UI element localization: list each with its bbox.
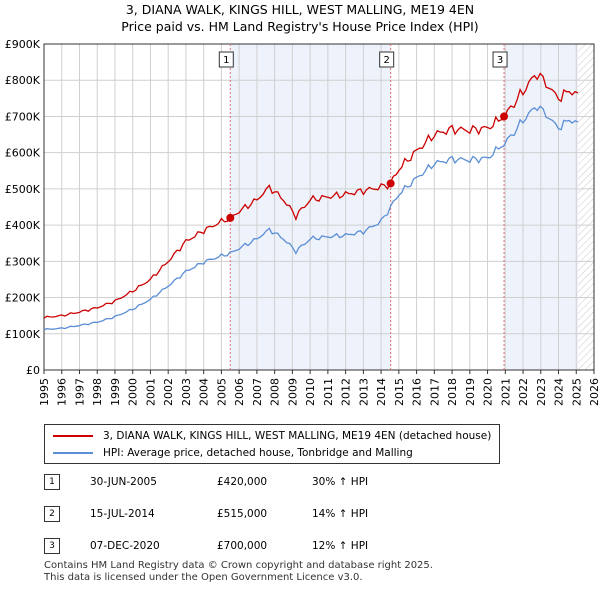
x-tick-label: 2026 — [588, 378, 600, 406]
sale-hpi-change: 30% ↑ HPI — [312, 476, 369, 488]
y-tick-label: £800K — [5, 74, 41, 87]
y-tick-label: £400K — [5, 219, 41, 232]
sale-number-badge: 1 — [44, 474, 60, 490]
sale-point — [226, 213, 235, 222]
annotation-box — [379, 51, 395, 68]
x-tick-label: 2006 — [233, 378, 246, 406]
x-tick-label: 2001 — [144, 378, 157, 406]
x-tick-label: 2009 — [286, 378, 299, 406]
x-tick-label: 2016 — [411, 378, 424, 406]
x-tick-label: 2012 — [340, 378, 353, 406]
legend-swatch-hpi — [53, 452, 93, 454]
y-tick-label: £700K — [5, 110, 41, 123]
annotation-label: 2 — [383, 55, 389, 66]
y-tick-label: £900K — [5, 38, 41, 51]
y-tick-label: £200K — [5, 292, 41, 305]
sale-price: £420,000 — [217, 476, 268, 488]
x-tick-label: 2008 — [269, 378, 282, 406]
hpi-series-line — [43, 105, 579, 331]
x-tick-label: 2011 — [322, 378, 335, 406]
y-tick-label: £0 — [26, 364, 40, 377]
x-tick-label: 2003 — [180, 378, 193, 406]
sale-date: 15-JUL-2014 — [90, 508, 155, 520]
legend-item-hpi: HPI: Average price, detached house, Tonb… — [53, 445, 413, 461]
chart-subtitle: Price paid vs. HM Land Registry's House … — [121, 19, 479, 34]
x-tick-label: 2005 — [215, 378, 228, 406]
x-tick-label: 2000 — [127, 378, 140, 406]
annotation-box — [492, 51, 508, 68]
legend-label-property: 3, DIANA WALK, KINGS HILL, WEST MALLING,… — [103, 430, 492, 442]
annotation-label: 1 — [223, 55, 229, 66]
x-tick-label: 1995 — [38, 378, 51, 406]
sale-number-badge: 2 — [44, 506, 60, 522]
price-chart: £0 £100K £200K £300K £400K £500K £600K £700K £80… — [5, 38, 600, 406]
x-tick-label: 2020 — [482, 378, 495, 406]
sale-hpi-change: 12% ↑ HPI — [312, 540, 369, 552]
x-tick-label: 2007 — [251, 378, 264, 406]
sale-row: 2 15-JUL-2014 £515,000 14% ↑ HPI — [44, 504, 444, 524]
x-tick-label: 2021 — [499, 378, 512, 406]
sale-price: £515,000 — [217, 508, 268, 520]
chart-title: 3, DIANA WALK, KINGS HILL, WEST MALLING,… — [125, 2, 475, 17]
y-tick-label: £100K — [5, 328, 41, 341]
legend-label-hpi: HPI: Average price, detached house, Tonb… — [103, 447, 413, 459]
x-tick-label: 2024 — [553, 378, 566, 406]
x-tick-label: 2004 — [198, 378, 211, 406]
x-tick-label: 1998 — [91, 378, 104, 406]
sale-hpi-change: 14% ↑ HPI — [312, 508, 369, 520]
footer-line-1: Contains HM Land Registry data © Crown c… — [44, 560, 433, 571]
sale-point — [500, 112, 509, 121]
forecast-hatch — [578, 44, 594, 370]
sale-date: 30-JUN-2005 — [90, 476, 157, 488]
x-tick-label: 2019 — [464, 378, 477, 406]
x-tick-label: 2013 — [357, 378, 370, 406]
x-tick-label: 1996 — [56, 378, 69, 406]
x-tick-label: 2023 — [535, 378, 548, 406]
y-tick-label: £300K — [5, 255, 41, 268]
x-tick-label: 2022 — [517, 378, 530, 406]
sale-price: £700,000 — [217, 540, 268, 552]
annotation-box — [218, 51, 234, 68]
footer-credits: Contains HM Land Registry data © Crown c… — [44, 560, 433, 584]
legend-item-property: 3, DIANA WALK, KINGS HILL, WEST MALLING,… — [53, 428, 491, 444]
x-tick-label: 2017 — [428, 378, 441, 406]
plot-frame — [43, 43, 595, 371]
x-tick-label: 2010 — [304, 378, 317, 406]
sale-number-badge: 3 — [44, 538, 60, 554]
sale-point — [386, 179, 395, 188]
x-tick-label: 1997 — [73, 378, 86, 406]
x-tick-label: 2018 — [446, 378, 459, 406]
sale-row: 3 07-DEC-2020 £700,000 12% ↑ HPI — [44, 536, 444, 556]
footer-line-2: This data is licensed under the Open Gov… — [44, 572, 363, 583]
x-tick-label: 2025 — [570, 378, 583, 406]
legend-swatch-property — [53, 435, 93, 437]
y-tick-label: £600K — [5, 147, 41, 160]
x-tick-label: 2014 — [375, 378, 388, 406]
property-series-line — [43, 72, 579, 319]
sale-date: 07-DEC-2020 — [90, 540, 160, 552]
y-tick-label: £500K — [5, 183, 41, 196]
sale-row: 1 30-JUN-2005 £420,000 30% ↑ HPI — [44, 472, 444, 492]
annotation-label: 3 — [497, 55, 503, 66]
x-tick-label: 2002 — [162, 378, 175, 406]
x-tick-label: 2015 — [393, 378, 406, 406]
chart-legend: 3, DIANA WALK, KINGS HILL, WEST MALLING,… — [44, 424, 500, 464]
x-tick-label: 1999 — [109, 378, 122, 406]
